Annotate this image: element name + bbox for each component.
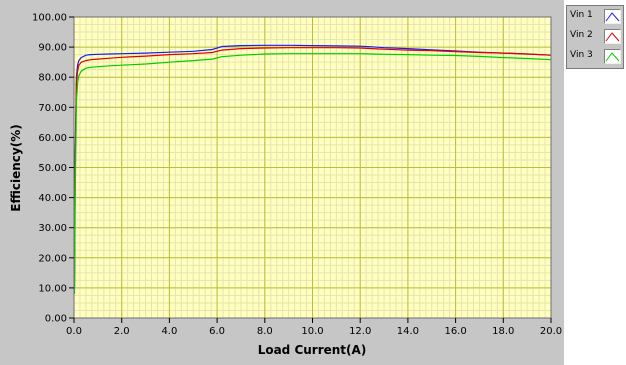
legend-item-vin-2: Vin 2 [567,27,623,47]
legend-label: Vin 2 [570,30,593,40]
series-line-vin-1 [73,44,552,288]
y-tick-label: 40.00 [38,193,67,204]
x-tick-label: 10.0 [301,326,323,337]
y-tick-label: 80.00 [38,73,67,84]
legend-item-vin-1: Vin 1 [567,7,623,27]
x-tick-label: 18.0 [492,326,514,337]
x-tick-label: 0.0 [66,326,82,337]
chart: 0.00 10.00 20.00 30.00 40.00 50.00 60.00 70.00 8… [9,13,562,358]
y-tick-label: 50.00 [38,163,67,174]
y-tick-label: 60.00 [38,133,67,144]
x-tick-label: 14.0 [397,326,419,337]
x-tick-label: 4.0 [161,326,177,337]
legend-label: Vin 1 [570,10,593,20]
y-tick-label: 70.00 [38,103,67,114]
x-tick-label: 2.0 [114,326,130,337]
y-axis-title: Efficiency(%) [9,124,23,211]
y-tick-label: 100.00 [32,13,67,24]
x-tick-label: 6.0 [209,326,225,337]
y-tick-label: 10.00 [38,283,67,294]
x-tick-label: 16.0 [444,326,466,337]
x-tick-label: 8.0 [257,326,273,337]
series-line-vin-2 [73,47,552,282]
series-line-swatch [605,12,620,22]
legend-label: Vin 3 [570,50,593,60]
y-tick-label: 20.00 [38,253,67,264]
legend-item-vin-3: Vin 3 [567,47,623,67]
series-line-swatch [605,52,620,62]
x-tick-label: 12.0 [349,326,371,337]
y-tick-label: 90.00 [38,43,67,54]
graph-frame: 0.00 10.00 20.00 30.00 40.00 50.00 60.00 70.00 8… [0,0,564,365]
y-tick-label: 0.00 [45,314,67,325]
legend-swatch [604,9,621,24]
series-line-vin-3 [73,53,552,294]
y-tick-label: 30.00 [38,223,67,234]
legend: Vin 1 Vin 2 Vin 3 [566,5,624,69]
legend-swatch [604,29,621,44]
x-tick-label: 20.0 [540,326,562,337]
x-axis-title: Load Current(A) [258,343,367,357]
series-line-swatch [605,32,620,42]
legend-swatch [604,49,621,64]
